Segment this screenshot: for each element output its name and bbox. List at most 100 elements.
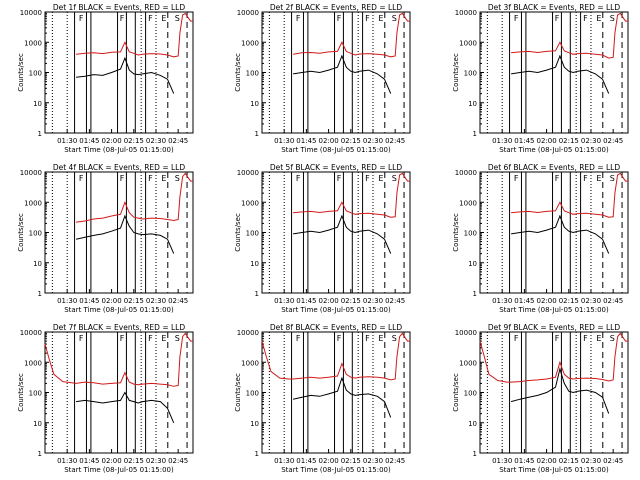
- ytick-label: 10000: [20, 169, 42, 177]
- y-axis-label: Counts/sec: [234, 53, 242, 92]
- y-axis-label: Counts/sec: [17, 53, 25, 92]
- panel-title: Det 5f BLACK = Events, RED = LLD: [270, 163, 403, 172]
- xtick-label: 01:45: [514, 457, 534, 465]
- xtick-label: 01:45: [514, 137, 534, 145]
- ytick-label: 100: [29, 390, 42, 398]
- xtick-label: 02:15: [341, 137, 361, 145]
- xtick-label: 01:45: [79, 297, 99, 305]
- series-events: [511, 54, 610, 94]
- ytick-label: 10000: [237, 9, 259, 17]
- xtick-label: 01:30: [492, 137, 512, 145]
- xtick-label: 02:30: [363, 137, 383, 145]
- ytick-label: 1000: [459, 39, 477, 47]
- panel-title: Det 3f BLACK = Events, RED = LLD: [488, 3, 621, 12]
- ytick-label: 10: [250, 420, 259, 428]
- marker-letter: S: [392, 174, 397, 183]
- series-events: [293, 214, 392, 254]
- xtick-label: 02:30: [363, 457, 383, 465]
- ytick-label: 1: [38, 450, 42, 458]
- xtick-label: 01:45: [514, 297, 534, 305]
- ytick-label: 10000: [20, 329, 42, 337]
- ytick-label: 1000: [24, 359, 42, 367]
- ytick-label: 100: [246, 390, 259, 398]
- panel-title: Det 8f BLACK = Events, RED = LLD: [270, 323, 403, 332]
- ytick-label: 100: [464, 230, 477, 238]
- series-lld: [293, 12, 410, 58]
- xtick-label: 01:30: [274, 297, 294, 305]
- ytick-label: 1000: [24, 199, 42, 207]
- xtick-label: 02:15: [341, 457, 361, 465]
- marker-letter: S: [175, 174, 180, 183]
- series-lld: [511, 12, 628, 59]
- ytick-label: 10: [468, 100, 477, 108]
- xtick-label: 02:30: [581, 137, 601, 145]
- marker-letter: F: [296, 174, 301, 183]
- marker-letter: F: [583, 334, 588, 343]
- x-axis-label: Start Time (08-Jul-05 01:15:00): [499, 466, 609, 474]
- x-axis-label: Start Time (08-Jul-05 01:15:00): [64, 146, 174, 154]
- marker-letter: F: [296, 334, 301, 343]
- ytick-label: 1: [38, 290, 42, 298]
- xtick-label: 02:00: [318, 137, 338, 145]
- marker-letter: E: [378, 14, 383, 23]
- marker-letter: F: [365, 334, 370, 343]
- xtick-label: 02:45: [603, 137, 623, 145]
- xtick-label: 02:00: [318, 297, 338, 305]
- marker-letter: F: [337, 174, 342, 183]
- xtick-label: 02:30: [363, 297, 383, 305]
- xtick-label: 02:45: [168, 457, 188, 465]
- marker-letter: F: [148, 334, 153, 343]
- xtick-label: 02:00: [101, 137, 121, 145]
- marker-letter: F: [555, 14, 560, 23]
- marker-letter: E: [596, 334, 601, 343]
- series-events: [293, 54, 392, 94]
- xtick-label: 01:45: [296, 457, 316, 465]
- marker-letter: F: [583, 174, 588, 183]
- ytick-label: 1: [473, 450, 477, 458]
- xtick-label: 02:45: [385, 457, 405, 465]
- marker-letter: E: [161, 14, 166, 23]
- xtick-label: 01:45: [79, 457, 99, 465]
- marker-letter: F: [120, 174, 125, 183]
- ytick-label: 1: [255, 450, 259, 458]
- xtick-label: 02:45: [385, 297, 405, 305]
- xtick-label: 02:00: [101, 457, 121, 465]
- ytick-label: 10: [33, 100, 42, 108]
- ytick-label: 10: [468, 260, 477, 268]
- marker-letter: E: [378, 174, 383, 183]
- xtick-label: 01:30: [274, 137, 294, 145]
- x-axis-label: Start Time (08-Jul-05 01:15:00): [64, 466, 174, 474]
- panel-title: Det 4f BLACK = Events, RED = LLD: [53, 163, 186, 172]
- ytick-label: 10: [468, 420, 477, 428]
- xtick-label: 01:45: [296, 137, 316, 145]
- panel-title: Det 2f BLACK = Events, RED = LLD: [270, 3, 403, 12]
- ytick-label: 100: [29, 70, 42, 78]
- xtick-label: 01:30: [274, 457, 294, 465]
- marker-letter: F: [555, 174, 560, 183]
- ytick-label: 1: [38, 130, 42, 138]
- xtick-label: 02:30: [146, 137, 166, 145]
- ytick-label: 1000: [241, 39, 259, 47]
- xtick-label: 01:30: [57, 137, 77, 145]
- series-lld: [479, 332, 628, 383]
- xtick-label: 02:45: [603, 297, 623, 305]
- ytick-label: 10: [33, 420, 42, 428]
- series-events: [76, 391, 175, 423]
- xtick-label: 02:30: [581, 297, 601, 305]
- marker-letter: F: [120, 334, 125, 343]
- marker-letter: F: [514, 334, 519, 343]
- xtick-label: 01:30: [492, 457, 512, 465]
- marker-letter: S: [392, 334, 397, 343]
- xtick-label: 01:30: [57, 457, 77, 465]
- xtick-label: 01:30: [57, 297, 77, 305]
- xtick-label: 02:00: [318, 457, 338, 465]
- y-axis-label: Counts/sec: [452, 53, 460, 92]
- xtick-label: 02:30: [581, 457, 601, 465]
